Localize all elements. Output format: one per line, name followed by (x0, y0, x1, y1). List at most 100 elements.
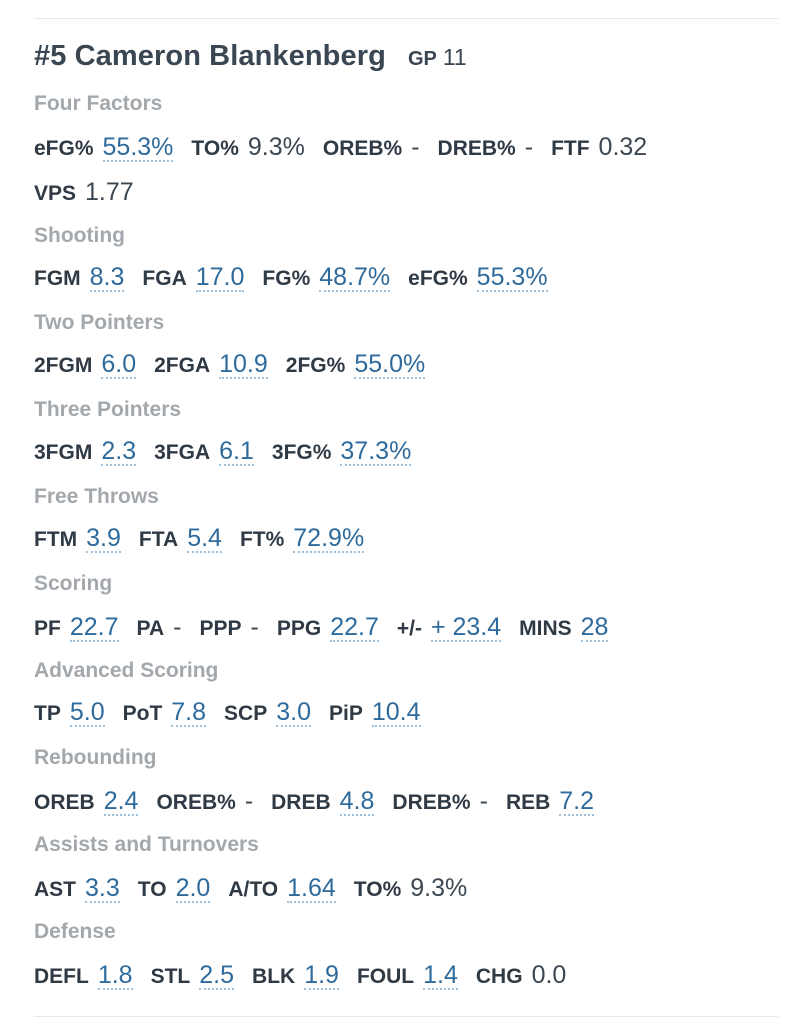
stat-row: AST 3.3 TO 2.0 A/TO 1.64 TO% 9.3% (34, 873, 792, 903)
stat-value-link[interactable]: + 23.4 (430, 613, 502, 642)
stat-item: DREB% - (392, 786, 488, 818)
stat-label: 2FGM (34, 354, 93, 377)
stat-item: VPS 1.77 (34, 177, 134, 209)
stat-value: - (524, 133, 534, 161)
stat-label: FTF (551, 137, 590, 160)
stat-row: OREB 2.4 OREB% - DREB 4.8 DREB% - REB 7.2 (34, 786, 792, 816)
stat-value: 0.32 (598, 133, 648, 161)
stat-item: OREB% - (323, 132, 420, 164)
stat-value-link[interactable]: 3.0 (276, 698, 311, 727)
stat-value-link[interactable]: 2.3 (101, 437, 137, 466)
stat-value-link[interactable]: 22.7 (330, 613, 379, 642)
section-title: Defense (34, 920, 116, 943)
stat-value-link[interactable]: 55.0% (354, 350, 426, 379)
stat-row: 3FGM 2.3 3FGA 6.1 3FG% 37.3% (34, 438, 792, 468)
stat-value-link[interactable]: 55.3% (102, 133, 174, 162)
stat-item: 2FGA 10.9 (154, 351, 268, 381)
stat-value-link[interactable]: 8.3 (89, 263, 125, 292)
stat-label: REB (505, 791, 551, 814)
stat-label: FTA (138, 528, 179, 551)
stat-value-link[interactable]: 7.8 (171, 698, 207, 727)
stat-item: STL 2.5 (150, 961, 235, 992)
stat-item: FGA 17.0 (142, 263, 245, 294)
stat-item: SCP 3.0 (224, 699, 311, 729)
stat-value-link[interactable]: 48.7% (319, 263, 391, 292)
stat-label: BLK (252, 965, 296, 988)
stat-item: 3FGM 2.3 (34, 437, 137, 468)
stat-value: - (411, 133, 420, 161)
stat-item: REB 7.2 (505, 787, 595, 818)
stat-item: FTM 3.9 (34, 525, 121, 555)
stat-item: CHG 0.0 (476, 960, 566, 992)
stat-value: 9.3% (247, 133, 305, 161)
stat-item: PF 22.7 (34, 614, 119, 644)
stat-label: 2FG% (285, 354, 346, 377)
stat-label: TO% (353, 878, 402, 901)
stat-row: VPS 1.77 (34, 177, 792, 207)
stat-value-link[interactable]: 1.64 (287, 874, 336, 903)
stat-item: BLK 1.9 (252, 962, 339, 992)
stat-value-link[interactable]: 6.0 (101, 350, 137, 379)
stat-label: VPS (34, 182, 77, 205)
stat-label: PA (136, 617, 165, 640)
stat-label: eFG% (408, 267, 468, 290)
stat-label: STL (150, 965, 191, 988)
stat-value-link[interactable]: 5.4 (187, 524, 222, 553)
stat-label: +/- (396, 617, 422, 640)
stat-value-link[interactable]: 72.9% (293, 524, 365, 553)
stat-value-link[interactable]: 2.0 (175, 874, 211, 903)
stat-value-link[interactable]: 10.9 (219, 350, 268, 379)
stat-item: PiP 10.4 (329, 699, 421, 729)
stat-item: AST 3.3 (34, 875, 120, 905)
stat-label: eFG% (34, 137, 94, 160)
stat-label: TO (137, 878, 167, 901)
stat-value-link[interactable]: 1.9 (304, 961, 339, 990)
stat-value-link[interactable]: 4.8 (339, 787, 375, 816)
section-title: Three Pointers (34, 398, 182, 421)
stat-item: 3FG% 37.3% (271, 437, 412, 468)
section-title: Four Factors (34, 92, 163, 115)
stat-value-link[interactable]: 2.5 (199, 961, 235, 990)
games-played-label: GP (407, 48, 437, 70)
stat-value-link[interactable]: 1.4 (423, 961, 458, 990)
stat-value-link[interactable]: 1.8 (97, 961, 133, 990)
stat-value-link[interactable]: 37.3% (340, 437, 412, 466)
stat-item: OREB% - (156, 786, 253, 818)
stat-value-link[interactable]: 3.3 (85, 874, 120, 903)
stat-value-link[interactable]: 22.7 (69, 613, 119, 642)
stat-value-link[interactable]: 2.4 (103, 787, 139, 816)
stat-item: 3FGA 6.1 (154, 438, 254, 468)
stat-value-link[interactable]: 28 (580, 613, 609, 642)
stat-value-link[interactable]: 55.3% (476, 263, 548, 292)
stat-value: - (244, 787, 254, 815)
stat-item: MINS 28 (519, 613, 609, 644)
stat-label: 3FGM (34, 441, 93, 464)
stat-label: 3FG% (271, 441, 332, 464)
stat-item: FG% 48.7% (262, 263, 391, 294)
stat-label: AST (34, 878, 76, 901)
stat-value-link[interactable]: 10.4 (371, 698, 421, 727)
stat-label: 2FGA (154, 354, 211, 377)
stat-label: PPG (276, 617, 322, 640)
stat-item: TO 2.0 (138, 875, 211, 905)
stat-value-link[interactable]: 7.2 (559, 787, 595, 816)
stat-item: TO% 9.3% (191, 132, 304, 164)
stat-row: PF 22.7 PA - PPP - PPG 22.7 +/- + 23.4 MINS 28 (34, 612, 792, 642)
stat-item: DREB% - (438, 132, 534, 164)
stat-label: OREB (34, 791, 95, 814)
stat-value-link[interactable]: 5.0 (69, 698, 105, 727)
stat-item: FGM 8.3 (34, 263, 125, 294)
stat-label: FG% (262, 267, 311, 290)
stat-item: eFG% 55.3% (34, 133, 174, 164)
stat-item: PA - (137, 612, 182, 644)
stat-value-link[interactable]: 3.9 (86, 524, 121, 553)
stat-value-link[interactable]: 6.1 (219, 437, 254, 466)
stat-item: FOUL 1.4 (357, 962, 458, 992)
stat-value-link[interactable]: 17.0 (195, 263, 245, 292)
stat-item: 2FGM 6.0 (34, 350, 137, 381)
stat-label: OREB% (156, 791, 236, 814)
section-title: Two Pointers (34, 311, 165, 334)
section-title: Free Throws (34, 485, 159, 508)
stat-item: TP 5.0 (34, 699, 105, 729)
section-title: Rebounding (34, 746, 157, 769)
